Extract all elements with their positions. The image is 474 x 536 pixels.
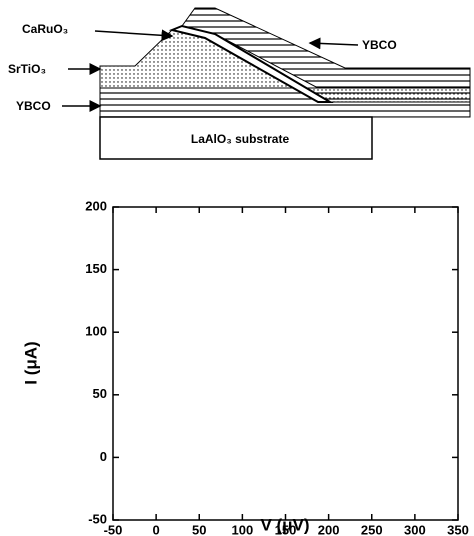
- x-tick-label: 300: [404, 522, 426, 536]
- plot-frame: [112, 206, 459, 521]
- y-tick-label: 100: [85, 324, 107, 339]
- layer-label: LaAlO₃ substrate: [191, 132, 290, 146]
- x-tick-label: 150: [275, 522, 297, 536]
- x-tick-label: 0: [153, 522, 160, 536]
- substrate: [99, 116, 373, 160]
- layer-diagram: CaRuO₃ SrTiO₃ YBCO YBCO LaAlO₃ substrate: [8, 7, 471, 160]
- layer-label: YBCO: [16, 99, 51, 113]
- layer-label: CaRuO₃: [22, 22, 68, 36]
- x-axis-label: V (μV): [260, 515, 309, 534]
- arrow: [308, 37, 359, 50]
- x-tick-label: 250: [361, 522, 383, 536]
- y-tick-label: -50: [88, 511, 107, 526]
- x-tick-label: 200: [318, 522, 340, 536]
- x-tick-label: 100: [232, 522, 254, 536]
- x-tick-label: 350: [447, 522, 469, 536]
- y-tick-label: 200: [85, 198, 107, 213]
- layer-label: SrTiO₃: [8, 62, 46, 76]
- arrow: [94, 29, 174, 42]
- x-tick-label: 50: [192, 522, 206, 536]
- ybco-top: [181, 7, 471, 89]
- y-tick-label: 150: [85, 261, 107, 276]
- y-tick-label: 0: [100, 449, 107, 464]
- y-tick-label: 50: [93, 386, 107, 401]
- x-tick-label: -50: [104, 522, 123, 536]
- layer-label: YBCO: [362, 38, 397, 52]
- y-axis-label: I (μA): [21, 341, 40, 384]
